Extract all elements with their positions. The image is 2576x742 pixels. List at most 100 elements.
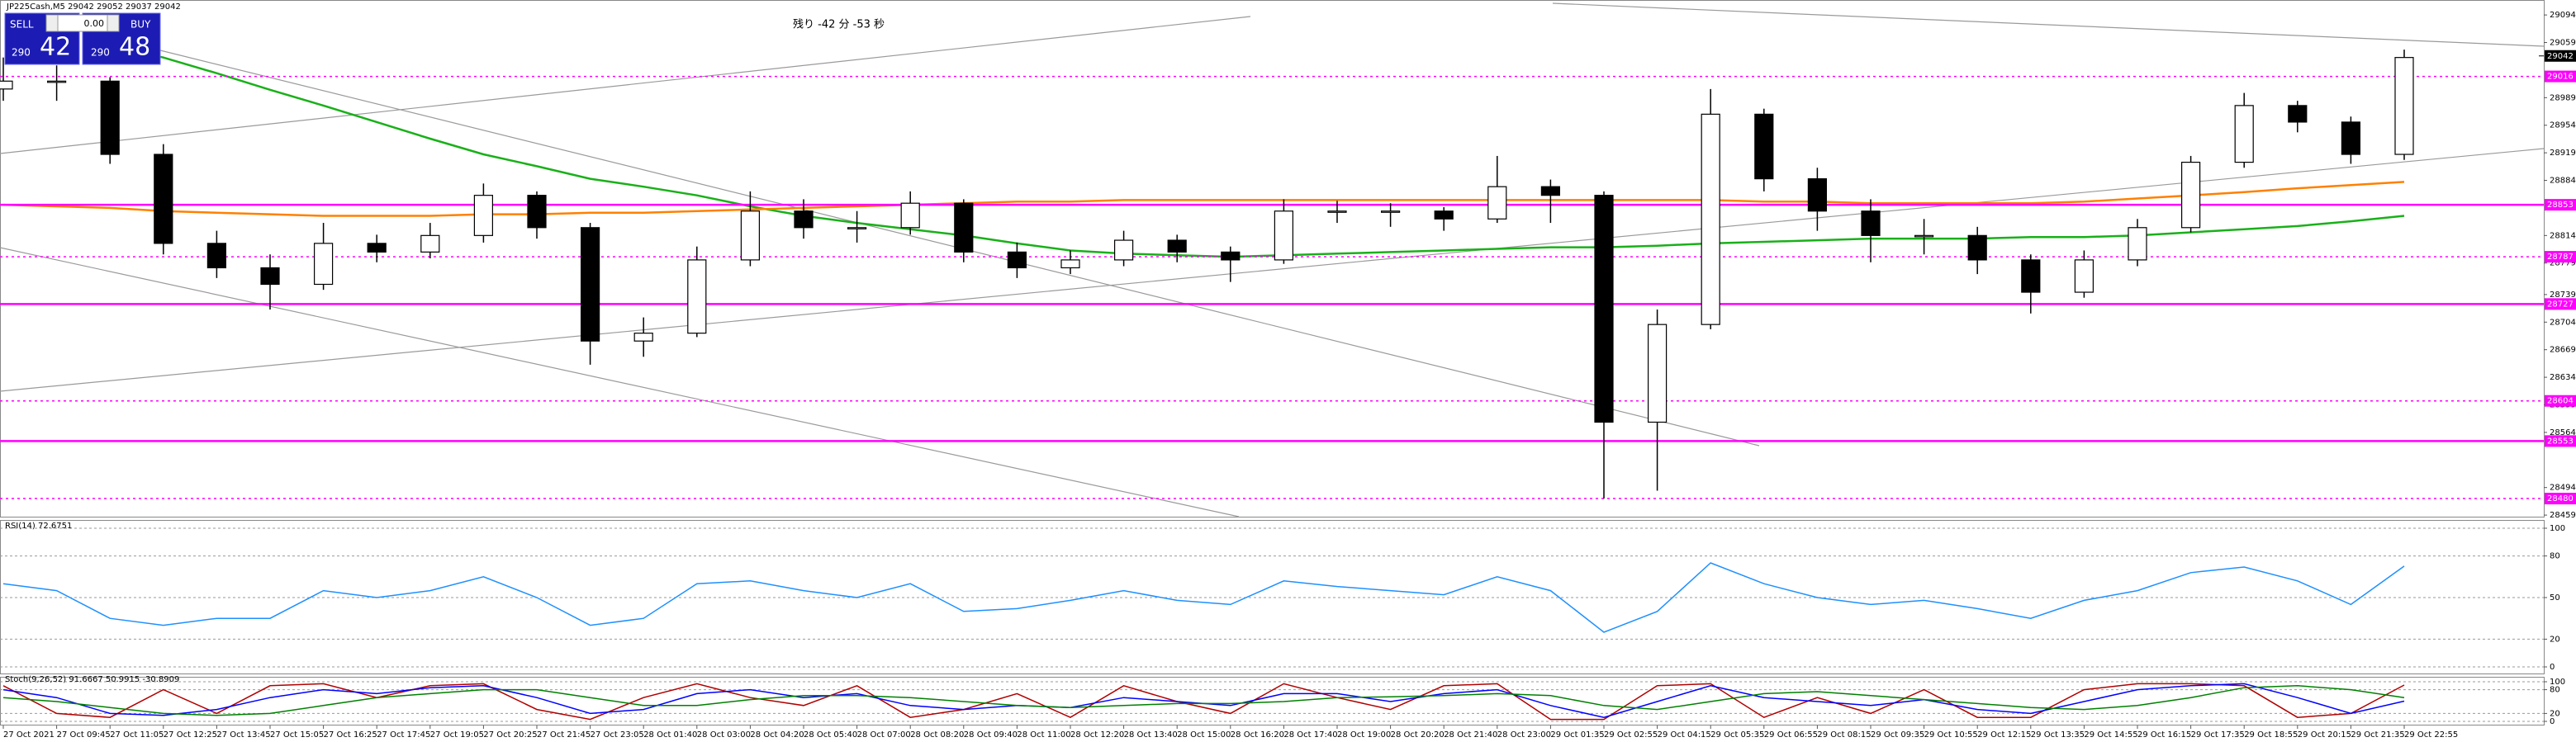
price-level-tag [2545,251,2576,263]
lot-up[interactable] [107,14,120,32]
candle-body [1167,239,1187,253]
y-tick-label: 28459 [2550,511,2576,520]
x-tick-label: 28 Oct 19:00 [1337,730,1391,740]
x-tick-label: 29 Oct 08:15 [1817,730,1871,740]
x-tick-label: 28 Oct 08:20 [910,730,964,740]
trade-panel: SELL BUY 0.00 290 42 290 48 [4,12,161,65]
x-tick-label: 27 Oct 11:05 [110,730,164,740]
x-tick-label: 29 Oct 12:15 [1977,730,2031,740]
price-level-label: 28553 [2547,437,2574,446]
trend-line [0,247,1240,518]
y-tick-label: 100 [2550,524,2565,533]
candle-body [1487,186,1507,220]
trend-line [1552,2,2545,47]
stoch-panel [0,677,2545,725]
candle-body [954,202,974,253]
y-tick-label: 28739 [2550,291,2576,300]
indicator-line [2,562,2405,633]
lot-value: 0.00 [84,18,105,29]
x-tick-label: 29 Oct 22:55 [2404,730,2458,740]
candle-body [1274,210,1294,261]
candle-body [1221,251,1241,261]
candle-body [1434,210,1454,220]
trend-line [0,148,2545,392]
candle-body [794,210,814,229]
x-tick-label: 28 Oct 21:40 [1444,730,1497,740]
candle-body [847,227,867,229]
plot-layer: 27 Oct 2021 27 Oct 09:45 27 Oct 11:05 27 Oc… [0,11,2576,740]
x-tick-label: 29 Oct 14:55 [2084,730,2137,740]
buy-price-prefix: 290 [91,47,110,59]
buy-label: BUY [130,19,151,31]
candle-body [1807,178,1827,212]
indicator-title: Stoch(9,26,52) 91.6667 50.9915 -30.8909 [5,675,179,684]
candle-body [2074,259,2094,293]
x-tick-label: 29 Oct 05:35 [1710,730,1764,740]
x-tick-label: 28 Oct 01:40 [643,730,697,740]
x-tick-label: 28 Oct 15:00 [1177,730,1231,740]
x-tick-label: 28 Oct 03:00 [697,730,751,740]
candle-body [1060,259,1080,269]
y-tick-label: 28564 [2550,428,2576,437]
candle-body [1914,234,1934,238]
x-tick-label: 29 Oct 20:15 [2298,730,2351,740]
y-tick-label: 29094 [2550,11,2576,20]
x-tick-label: 29 Oct 06:55 [1764,730,1818,740]
current-price-label: 29042 [2547,52,2574,61]
price-level-label: 28853 [2547,201,2574,210]
x-tick-label: 27 Oct 15:05 [270,730,324,740]
x-tick-label: 29 Oct 18:55 [2244,730,2298,740]
price-level-tag [2545,298,2576,310]
y-tick-label: 0 [2550,717,2555,726]
x-tick-label: 28 Oct 16:20 [1231,730,1284,740]
y-tick-label: 29059 [2550,39,2576,48]
candle-body [1380,210,1401,213]
candle-body [1540,186,1561,196]
price-level-label: 28727 [2547,300,2574,309]
x-tick-label: 28 Oct 12:20 [1070,730,1124,740]
candle-body [900,202,920,229]
price-level-label: 29016 [2547,73,2574,82]
price-level-tag [2545,493,2576,505]
symbol-title: JP225Cash,M5 29042 29052 29037 29042 [6,2,181,12]
x-tick-label: 28 Oct 20:20 [1391,730,1445,740]
x-tick-label: 27 Oct 13:45 [216,730,270,740]
indicator-line [2,685,2405,716]
sell-price-big: 42 [40,33,71,62]
x-tick-label: 27 Oct 20:25 [483,730,537,740]
x-tick-label: 29 Oct 16:15 [2137,730,2191,740]
x-tick-label: 29 Oct 10:55 [1924,730,1978,740]
y-tick-label: 20 [2550,635,2560,644]
candle-body [580,227,600,342]
sell-button[interactable] [4,12,80,65]
y-tick-label: 0 [2550,663,2555,672]
x-tick-label: 29 Oct 01:35 [1550,730,1604,740]
x-tick-label: 27 Oct 19:05 [430,730,484,740]
candle-body [687,259,707,334]
price-level-tag [2545,70,2576,83]
buy-price-big: 48 [119,33,150,62]
current-price-tag [2545,50,2576,62]
x-tick-label: 27 Oct 12:25 [164,730,217,740]
x-tick-label: 28 Oct 07:00 [857,730,911,740]
candle-body [420,234,440,253]
countdown: 残り -42 分 -53 秒 [793,19,885,31]
candle-body [206,243,226,269]
price-level-label: 28787 [2547,253,2574,262]
y-tick-label: 28669 [2550,346,2576,355]
price-level-tag [2545,435,2576,447]
candle-body [46,80,67,83]
candle-body [100,80,120,155]
x-tick-label: 28 Oct 11:00 [1017,730,1070,740]
moving-average [2,181,2405,217]
candle-body [740,210,761,261]
lot-down[interactable] [45,14,59,32]
candle-body [1861,210,1881,236]
candle-body [2341,121,2360,155]
indicator-title: RSI(14) 72.6751 [5,522,72,531]
x-tick-label: 28 Oct 04:20 [750,730,804,740]
candle-body [1327,210,1347,213]
y-tick-label: 50 [2550,593,2560,603]
candle-body [1113,239,1134,261]
